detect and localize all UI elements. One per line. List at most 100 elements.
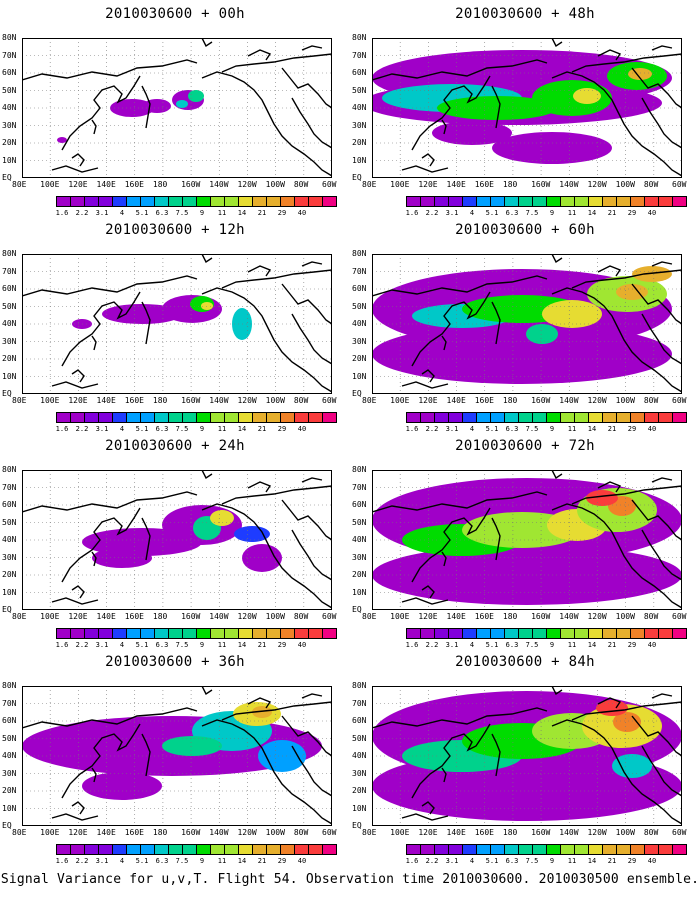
lon-tick-label: 80E	[362, 180, 377, 189]
lat-tick-label: EQ	[2, 173, 12, 182]
lon-tick-label: 140E	[96, 396, 116, 405]
colorbar-label: 40	[297, 209, 307, 217]
panel-title: 2010030600 + 72h	[455, 438, 595, 454]
colorbar-label: 40	[647, 425, 657, 433]
colorbar-swatch	[644, 628, 658, 639]
colorbar-swatch	[406, 844, 420, 855]
colorbar	[56, 196, 337, 207]
lon-tick-label: 120W	[237, 180, 257, 189]
coastline	[372, 59, 548, 81]
colorbar-swatch	[420, 628, 434, 639]
colorbar-swatch	[434, 412, 448, 423]
colorbar-swatch	[308, 412, 322, 423]
lon-tick-label: 100E	[40, 180, 60, 189]
lat-tick-label: 80N	[352, 33, 367, 42]
colorbar-label: 9	[199, 641, 205, 649]
lon-tick-label: 180	[502, 612, 518, 621]
lon-tick-label: 160E	[474, 612, 494, 621]
colorbar-label: 3.1	[95, 641, 109, 649]
coastline	[22, 707, 198, 729]
colorbar-swatch	[112, 196, 126, 207]
colorbar-swatch	[448, 196, 462, 207]
colorbar-label: 4	[469, 857, 475, 865]
lat-tick-label: 10N	[352, 155, 367, 165]
colorbar-swatch	[490, 412, 504, 423]
colorbar-label: 7.5	[175, 641, 189, 649]
lon-tick-label: 80E	[12, 396, 27, 405]
coastline	[91, 767, 97, 783]
map-area	[22, 470, 332, 610]
lon-tick-label: 120W	[237, 828, 257, 837]
colorbar-label: 4	[469, 209, 475, 217]
colorbar-label: 5.1	[485, 641, 499, 649]
colorbar-swatch	[266, 196, 280, 207]
colorbar-swatch	[84, 412, 98, 423]
coastline	[247, 481, 272, 493]
coastline	[421, 801, 435, 815]
colorbar-swatch	[196, 412, 210, 423]
lon-tick-label: 180	[152, 612, 168, 621]
colorbar-label: 1.6	[55, 425, 69, 433]
colorbar-swatch	[616, 196, 630, 207]
colorbar-swatch	[672, 412, 687, 423]
map-frame	[372, 254, 682, 394]
colorbar-swatch	[140, 844, 154, 855]
colorbar-label: 2.2	[75, 425, 89, 433]
coastline	[651, 261, 673, 267]
coastline	[91, 119, 97, 135]
colorbar-label: 11	[217, 641, 227, 649]
colorbar-swatch	[532, 844, 546, 855]
coastline	[247, 265, 272, 277]
lon-tick-label: 80E	[12, 180, 27, 189]
colorbar-swatch	[294, 844, 308, 855]
variance-region	[526, 324, 558, 344]
coastline	[551, 71, 682, 177]
colorbar-swatch	[252, 844, 266, 855]
map-area	[372, 470, 682, 610]
colorbar-swatch	[406, 196, 420, 207]
colorbar-label: 29	[277, 425, 287, 433]
coastline	[61, 291, 141, 367]
lat-tick-label: 20N	[352, 570, 367, 579]
lat-tick-label: 80N	[2, 249, 17, 258]
coastline	[91, 335, 97, 351]
colorbar-swatch	[546, 196, 560, 207]
colorbar-label: 6.3	[505, 857, 519, 865]
lat-tick-label: 10N	[2, 587, 17, 597]
colorbar-swatch	[126, 844, 140, 855]
colorbar-swatch	[658, 412, 672, 423]
lon-tick-label: 120W	[587, 612, 607, 621]
lon-tick-label: 120E	[68, 180, 88, 189]
coastline	[491, 85, 501, 129]
lon-tick-label: 80W	[293, 828, 309, 837]
lat-tick-label: 40N	[2, 535, 17, 544]
lat-tick-label: 10N	[2, 155, 17, 165]
colorbar-swatch	[70, 196, 84, 207]
colorbar-swatch	[56, 628, 70, 639]
variance-region	[586, 490, 618, 506]
colorbar-label: 2.2	[75, 209, 89, 217]
map-area	[372, 38, 682, 178]
colorbar-swatch	[560, 844, 574, 855]
colorbar-label: 5.1	[135, 857, 149, 865]
colorbar-label: 3.1	[95, 425, 109, 433]
coastline	[201, 38, 213, 48]
lat-tick-label: 40N	[352, 535, 367, 544]
map-panel: 2010030600 + 24h 80N 70N 60N 50N 40N 30N 20N 10N…	[0, 432, 350, 649]
lon-tick-label: 140E	[446, 612, 466, 621]
colorbar-swatch	[546, 844, 560, 855]
colorbar-swatch	[196, 844, 210, 855]
coastline	[291, 745, 332, 797]
colorbar-swatch	[504, 412, 518, 423]
lat-tick-label: 70N	[352, 482, 367, 492]
colorbar-swatch	[210, 196, 224, 207]
colorbar-swatch	[546, 628, 560, 639]
colorbar-swatch	[532, 412, 546, 423]
map-frame	[22, 38, 332, 178]
colorbar-swatch	[420, 412, 434, 423]
colorbar-swatch	[70, 844, 84, 855]
coastline	[201, 287, 332, 393]
coastline	[291, 313, 332, 365]
colorbar-swatch	[602, 844, 616, 855]
map-panel: 2010030600 + 84h 80N 70N 60N 50N 40N 30N 20N 10N…	[350, 648, 700, 865]
